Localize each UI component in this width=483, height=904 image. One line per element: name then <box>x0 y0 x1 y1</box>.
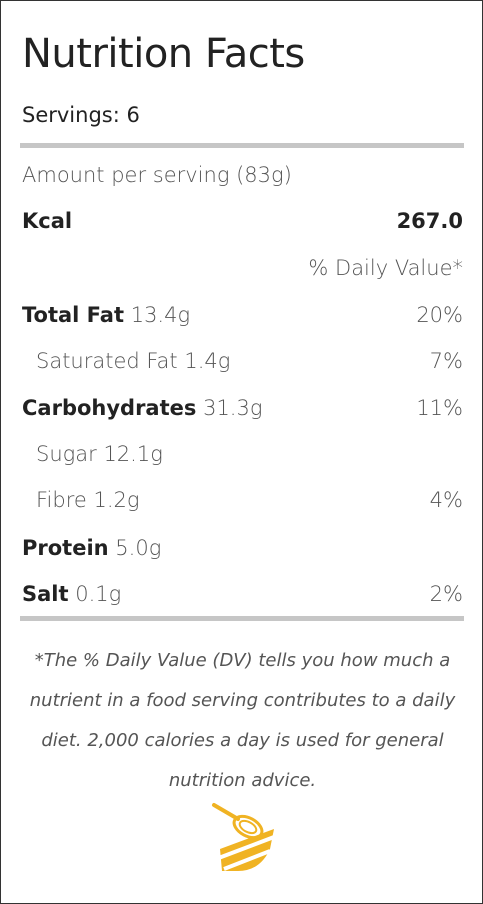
nutrient-amount: 13.4g <box>130 303 191 327</box>
kcal-row: Kcal 267.0 <box>22 209 463 239</box>
amount-per-serving: Amount per serving (83g) <box>22 163 292 187</box>
page-title: Nutrition Facts <box>22 31 305 77</box>
daily-value-footnote: *The % Daily Value (DV) tells you how mu… <box>29 650 456 791</box>
nutrient-label: Total Fat <box>22 303 125 327</box>
amount-per-serving-row: Amount per serving (83g) <box>22 163 463 193</box>
nutrient-label: Salt <box>22 582 69 606</box>
nutrient-row-carbohydrates: Carbohydrates 31.3g 11% <box>22 396 463 426</box>
nutrient-label: Sugar <box>36 442 97 466</box>
nutrient-row-saturated-fat: Saturated Fat 1.4g 7% <box>22 349 463 379</box>
nutrient-dv: 11% <box>416 396 463 420</box>
nutrient-row-sugar: Sugar 12.1g <box>22 442 463 472</box>
whisk-bowl-icon <box>208 797 278 877</box>
nutrient-amount: 1.2g <box>93 488 140 512</box>
kcal-label: Kcal <box>22 209 73 233</box>
nutrient-label: Carbohydrates <box>22 396 197 420</box>
daily-value-header: % Daily Value* <box>308 256 463 280</box>
nutrient-label: Fibre <box>36 488 87 512</box>
nutrient-label: Saturated Fat <box>36 349 178 373</box>
nutrient-dv: 4% <box>429 488 463 512</box>
divider <box>20 143 464 148</box>
nutrient-amount: 31.3g <box>203 396 263 420</box>
nutrient-label: Protein <box>22 536 109 560</box>
kcal-value: 267.0 <box>396 209 463 233</box>
nutrient-amount: 1.4g <box>184 349 231 373</box>
nutrient-row-salt: Salt 0.1g 2% <box>22 582 463 612</box>
servings-label: Servings: 6 <box>22 103 140 127</box>
nutrient-amount: 12.1g <box>103 442 163 466</box>
nutrient-dv: 2% <box>429 582 463 606</box>
nutrient-amount: 5.0g <box>115 536 162 560</box>
nutrient-row-total-fat: Total Fat 13.4g 20% <box>22 303 463 333</box>
nutrient-amount: 0.1g <box>75 582 122 606</box>
nutrient-dv: 20% <box>416 303 463 327</box>
daily-value-header-row: % Daily Value* <box>22 256 463 286</box>
nutrient-row-protein: Protein 5.0g <box>22 536 463 566</box>
nutrient-dv: 7% <box>429 349 463 373</box>
nutrient-row-fibre: Fibre 1.2g 4% <box>22 488 463 518</box>
divider <box>20 616 464 621</box>
